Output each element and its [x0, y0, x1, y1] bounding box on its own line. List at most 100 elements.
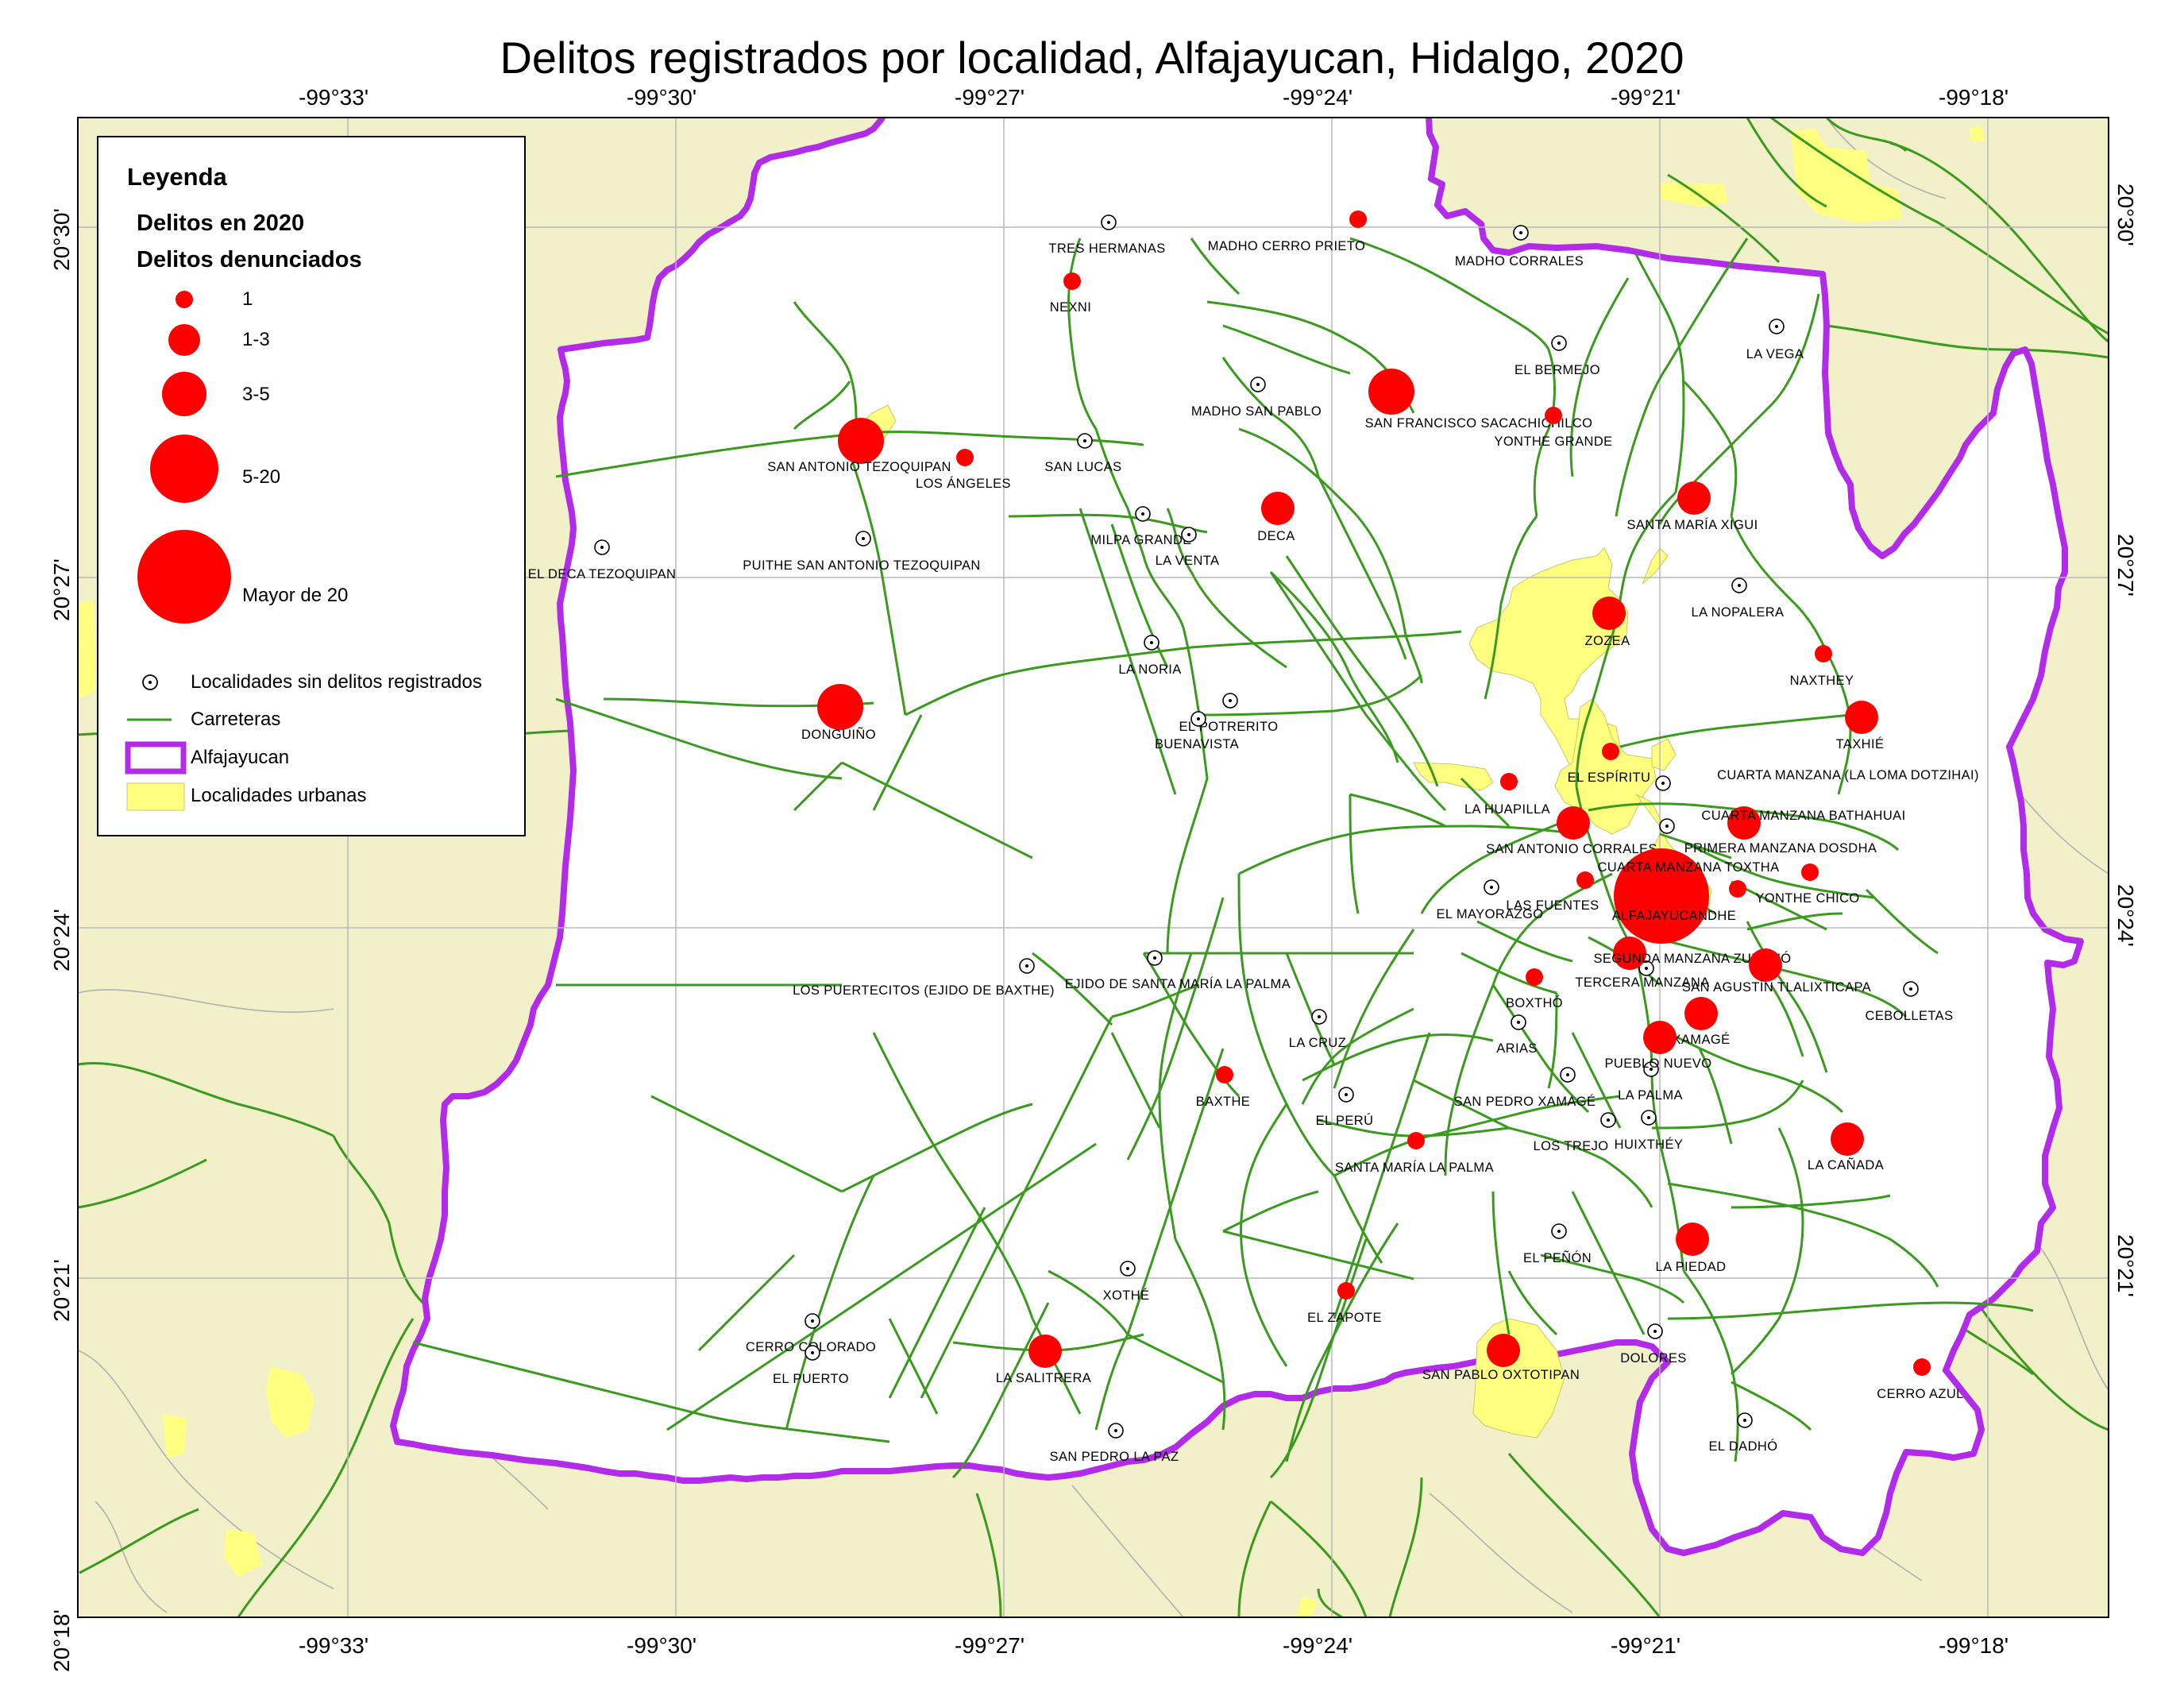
locality-no-crime: LOS TREJO [1534, 1112, 1616, 1153]
crime-circle [1487, 1334, 1520, 1367]
locality-with-crimes: YONTHE GRANDE [1494, 407, 1612, 449]
legend-circle-class-2 [168, 324, 200, 356]
longitude-label-top: -99°18' [1939, 85, 2009, 110]
legend-circle-class-1 [176, 291, 193, 308]
crime-circle [1576, 871, 1594, 889]
legend-circle-class-4 [150, 435, 218, 503]
locality-with-crimes: YONTHE CHICO [1729, 880, 1859, 906]
locality-no-crime: TERCERA MANZANA [1575, 960, 1709, 990]
no-crime-marker-dot [1126, 1267, 1129, 1270]
locality-no-crime: EL DECA TEZOQUIPAN [528, 539, 676, 581]
locality-label: CERRO AZUL [1877, 1387, 1963, 1401]
no-crime-marker-dot [1141, 512, 1144, 516]
latitude-label-right: 20°27' [2113, 534, 2138, 597]
longitude-label-bottom: -99°18' [1939, 1633, 2009, 1658]
locality-label: SAN AGUSTÍN TLALIXTICAPA [1682, 979, 1871, 995]
locality-label: ALFAJAYUCAN [1612, 909, 1708, 923]
locality-no-crime: SAN PEDRO LA PAZ [1050, 1423, 1179, 1464]
locality-label: BOXTHÓ [1506, 995, 1563, 1010]
no-crime-marker-dot [862, 537, 865, 540]
outside-roads [78, 118, 2109, 1617]
locality-label: CUARTA MANZANA TOXTHA [1597, 860, 1779, 875]
locality-label: EJIDO DE SANTA MARÍA LA PALMA [1065, 976, 1291, 991]
locality-no-crime: HUIXTHÉY [1615, 1110, 1683, 1152]
legend-boundary-swatch [125, 741, 187, 774]
locality-label: SANTA MARÍA LA PALMA [1335, 1160, 1494, 1175]
locality-with-crimes: NAXTHEY [1790, 645, 1854, 688]
longitude-label-top: -99°30' [627, 85, 697, 110]
locality-label: CUARTA MANZANA BATHAHUAI [1701, 809, 1905, 823]
locality-with-crimes: TAXHIÉ [1836, 701, 1884, 751]
locality-label: DONGUIÑO [801, 726, 876, 742]
locality-label: MADHO CORRALES [1455, 254, 1584, 268]
locality-with-crimes: CUARTA MANZANA TOXTHA [1597, 860, 1819, 881]
locality-no-crime: TRES HERMANAS [1048, 214, 1165, 256]
crime-circle [1028, 1335, 1062, 1368]
legend-label-municipality: Alfajayucan [191, 747, 290, 768]
no-crime-marker-dot [1345, 1093, 1348, 1096]
locality-label: MADHO SAN PABLO [1191, 404, 1322, 419]
locality-no-crime: ARIAS [1496, 1014, 1537, 1056]
locality-label: EL PUERTO [773, 1372, 849, 1386]
no-crime-marker-dot [1256, 383, 1260, 386]
locality-no-crime: EL PEÑÓN [1523, 1223, 1592, 1265]
locality-label: EL DADHÓ [1709, 1439, 1778, 1454]
locality-label: LA VENTA [1156, 554, 1220, 568]
locality-label: SANTA MARÍA XIGUI [1626, 517, 1758, 532]
locality-label: PUITHE SAN ANTONIO TEZOQUIPAN [743, 558, 980, 573]
crime-circle [1063, 272, 1081, 290]
crime-circle [1913, 1358, 1931, 1376]
crime-circle [1643, 1021, 1677, 1054]
no-crime-marker-dot [1650, 1068, 1653, 1071]
no-crime-marker-dot [1743, 1419, 1746, 1422]
locality-label: EL ZAPOTE [1307, 1311, 1382, 1325]
crime-circle [1614, 848, 1709, 944]
no-crime-marker-dot [1107, 221, 1110, 224]
legend-label-class-3: 3-5 [242, 384, 270, 405]
no-crime-marker-dot [1197, 717, 1200, 720]
crime-circle [1368, 369, 1414, 415]
longitude-label-bottom: -99°30' [627, 1633, 697, 1658]
locality-no-crime: EL PERÚ [1316, 1087, 1373, 1128]
legend: Leyenda Delitos en 2020 Delitos denuncia… [97, 136, 526, 836]
locality-no-crime: LA CRUZ [1289, 1009, 1346, 1050]
locality-no-crime: BUENAVISTA [1155, 711, 1239, 751]
crime-circle [1727, 806, 1761, 840]
no-crime-marker-dot [1645, 967, 1648, 970]
locality-with-crimes: DECA [1257, 492, 1295, 543]
longitude-label-top: -99°21' [1611, 85, 1681, 110]
latitude-label-right: 20°24' [2113, 884, 2138, 947]
locality-label: LA CAÑADA [1808, 1157, 1884, 1172]
no-crime-marker-dot [1490, 886, 1493, 889]
locality-with-crimes: BOXTHÓ [1506, 968, 1563, 1010]
no-crime-marker-dot [1738, 584, 1741, 587]
latitude-label-right: 20°21' [2113, 1234, 2138, 1297]
locality-no-crime: CUARTA MANZANA (LA LOMA DOTZIHAI) [1655, 768, 1979, 791]
legend-label-no-crime: Localidades sin delitos registrados [191, 671, 482, 693]
locality-label: SAN PEDRO LA PAZ [1050, 1450, 1179, 1464]
locality-label: LA NOPALERA [1692, 605, 1785, 620]
locality-no-crime: LA PALMA [1618, 1061, 1682, 1103]
locality-no-crime: DOLORES [1620, 1323, 1686, 1365]
locality-with-crimes: LAS FUENTES [1506, 871, 1599, 913]
locality-with-crimes: SAN ANTONIO CORRALES [1486, 806, 1657, 856]
locality-label: CUARTA MANZANA (LA LOMA DOTZIHAI) [1717, 768, 1979, 782]
locality-no-crime: LA VEGA [1746, 319, 1804, 361]
crime-circle [1557, 806, 1590, 840]
crime-circle [1729, 880, 1746, 898]
locality-no-crime: EL BERMEJO [1515, 335, 1600, 377]
crime-circle [1677, 481, 1711, 515]
no-crime-marker-dot [1566, 1073, 1569, 1076]
locality-with-crimes: MADHO CERRO PRIETO [1208, 211, 1367, 253]
locality-with-crimes: XAMAGÉ [1672, 997, 1730, 1047]
locality-label: SAN PEDRO XAMAGÉ [1454, 1094, 1596, 1109]
locality-no-crime: LA VENTA [1156, 527, 1220, 568]
locality-label: SAN LUCAS [1044, 460, 1121, 474]
locality-label: LA NORIA [1118, 662, 1181, 677]
localities-without-crimes: TRES HERMANAS MADHO CORRALES EL BERMEJO LA … [528, 214, 1979, 1464]
legend-label-roads: Carreteras [191, 709, 281, 730]
latitude-label-left: 20°21' [49, 1259, 74, 1322]
legend-label-class-2: 1-3 [242, 329, 270, 350]
no-crime-marker-dot [1517, 1021, 1520, 1024]
locality-label: LOS TREJO [1534, 1139, 1609, 1153]
